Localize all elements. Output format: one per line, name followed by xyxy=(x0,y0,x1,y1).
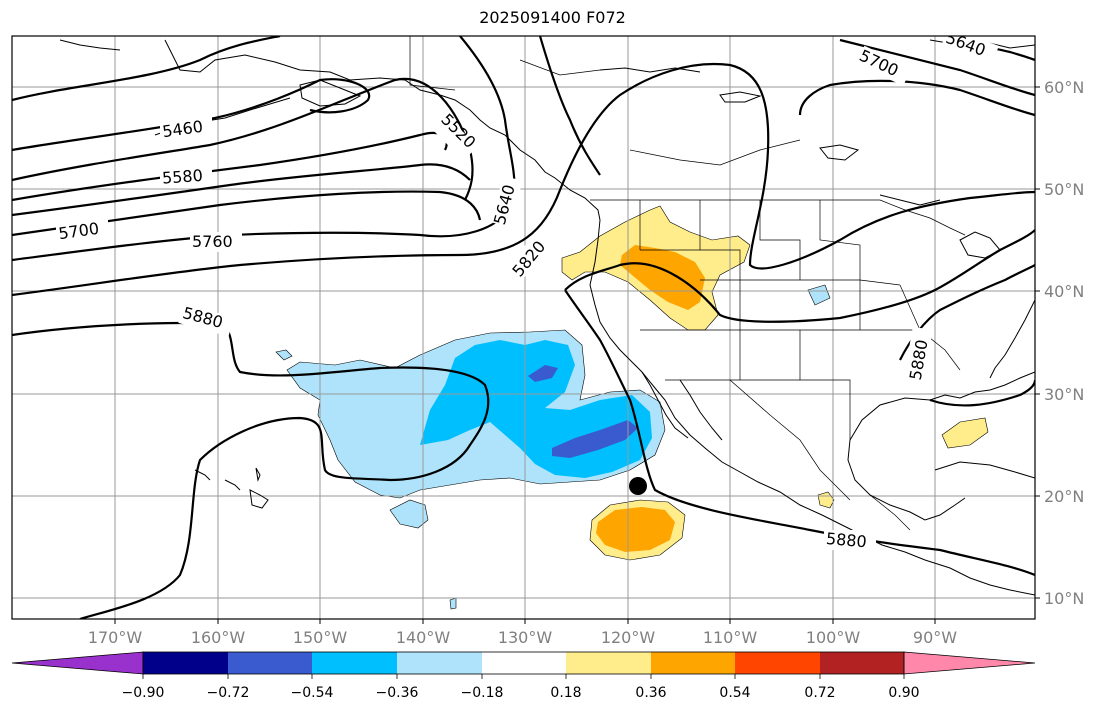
map-border xyxy=(11,35,1036,620)
negative-anomaly-light-dot2 xyxy=(449,597,457,610)
colorbar-tick: −0.54 xyxy=(291,685,334,701)
lat-label-20n: 20°N xyxy=(1044,487,1084,506)
lat-label-40n: 40°N xyxy=(1044,282,1084,301)
political-borders xyxy=(409,36,966,531)
lon-label-120w: 120°W xyxy=(601,628,656,647)
positive-anomaly-medium-region-south xyxy=(596,507,675,552)
latitude-axis: 60°N 50°N 40°N 30°N 20°N 10°N xyxy=(1035,78,1084,608)
colorbar-tick: −0.90 xyxy=(122,685,165,701)
colorbar-tick: 0.36 xyxy=(635,685,666,701)
colorbar-segment xyxy=(651,652,735,674)
positive-anomaly-medium-region-north xyxy=(620,245,705,310)
lat-label-60n: 60°N xyxy=(1044,78,1084,97)
lat-label-50n: 50°N xyxy=(1044,180,1084,199)
negative-anomaly-dark-blob1 xyxy=(528,365,558,382)
colorbar-tick: 0.18 xyxy=(550,685,581,701)
longitude-axis: 170°W 160°W 150°W 140°W 130°W 120°W 110°… xyxy=(88,619,957,647)
contour-label-5760: 5760 xyxy=(192,232,233,251)
colorbar-segment xyxy=(735,652,820,674)
lon-label-170w: 170°W xyxy=(88,628,143,647)
colorbar-extend-high xyxy=(903,651,1036,675)
colorbar-tick: 0.90 xyxy=(888,685,919,701)
negative-anomaly-light-island xyxy=(389,499,429,529)
lon-label-160w: 160°W xyxy=(191,628,246,647)
lon-label-90w: 90°W xyxy=(913,628,957,647)
negative-anomaly-light-dot3 xyxy=(807,284,831,306)
lat-label-30n: 30°N xyxy=(1044,385,1084,404)
contour-label-5880-south: 5880 xyxy=(825,529,867,551)
positive-anomaly-gulf-patch xyxy=(941,417,989,449)
lon-label-100w: 100°W xyxy=(806,628,861,647)
colorbar-segment xyxy=(820,652,904,674)
colorbar: −0.90 −0.72 −0.54 −0.36 −0.18 0.18 0.36 … xyxy=(11,651,1036,701)
graticule xyxy=(12,36,1035,619)
colorbar-segment xyxy=(566,652,651,674)
colorbar-extend-low xyxy=(11,651,144,675)
lat-label-10n: 10°N xyxy=(1044,589,1084,608)
colorbar-segment xyxy=(397,652,482,674)
negative-anomaly-dark-blob2 xyxy=(552,420,638,458)
colorbar-tick: −0.18 xyxy=(461,685,504,701)
lon-label-130w: 130°W xyxy=(498,628,553,647)
colorbar-tick: 0.54 xyxy=(719,685,750,701)
map-title: 2025091400 F072 xyxy=(479,8,626,27)
anomaly-shading xyxy=(275,205,989,610)
colorbar-tick: 0.72 xyxy=(804,685,835,701)
storm-center-dot xyxy=(629,477,647,495)
contour-label-5580: 5580 xyxy=(161,166,203,188)
colorbar-segment xyxy=(228,652,312,674)
colorbar-tick: −0.72 xyxy=(207,685,250,701)
negative-anomaly-light-dot1 xyxy=(275,349,293,361)
lon-label-140w: 140°W xyxy=(396,628,451,647)
colorbar-segment xyxy=(482,652,566,674)
lon-label-150w: 150°W xyxy=(293,628,348,647)
colorbar-tick: −0.36 xyxy=(376,685,419,701)
colorbar-segment xyxy=(143,652,228,674)
lon-label-110w: 110°W xyxy=(703,628,758,647)
colorbar-segment xyxy=(312,652,397,674)
height-contours xyxy=(12,36,1035,619)
